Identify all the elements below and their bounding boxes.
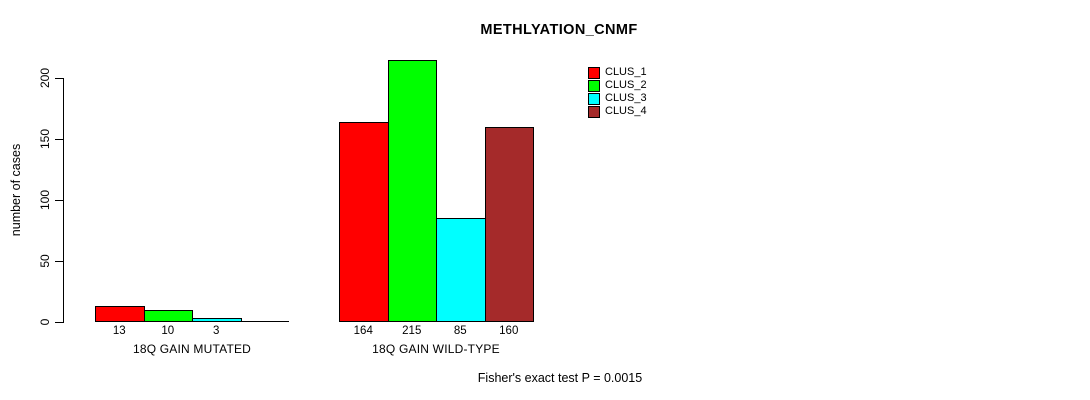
y-axis-tick (55, 260, 63, 262)
bar-clus-1-18q-gain-mutated (95, 306, 145, 322)
y-axis-tick (55, 321, 63, 323)
bar-clus-4-18q-gain-mutated (240, 321, 289, 322)
bar-clus-3-18q-gain-wild-type (436, 218, 486, 322)
bar-clus-1-18q-gain-wild-type (339, 122, 389, 322)
bar-value-label: 164 (353, 325, 373, 337)
bar-value-label: 3 (213, 325, 220, 337)
bar-clus-2-18q-gain-wild-type (387, 60, 437, 322)
legend-swatch-clus-2 (588, 79, 600, 92)
legend-swatch-clus-3 (588, 92, 600, 105)
bar-value-label: 215 (402, 325, 422, 337)
legend-item-clus-2: CLUS_2 (588, 79, 647, 92)
y-axis-tick-label: 100 (38, 189, 52, 211)
y-axis-tick-label: 200 (38, 67, 52, 89)
legend-label: CLUS_1 (605, 66, 647, 78)
y-axis-tick-label: 150 (38, 128, 52, 150)
legend-swatch-clus-4 (588, 105, 600, 118)
group-label-18q-gain-wild-type: 18Q GAIN WILD-TYPE (372, 342, 500, 356)
legend-swatch-clus-1 (588, 66, 600, 79)
group-label-18q-gain-mutated: 18Q GAIN MUTATED (132, 342, 252, 356)
bar-clus-3-18q-gain-mutated (192, 318, 242, 322)
y-axis-tick (55, 77, 63, 79)
legend-item-clus-1: CLUS_1 (588, 66, 647, 79)
legend-item-clus-4: CLUS_4 (588, 105, 647, 118)
legend-item-clus-3: CLUS_3 (588, 92, 647, 105)
chart-title: METHLYATION_CNMF (480, 22, 638, 38)
legend: CLUS_1 CLUS_2 CLUS_3 CLUS_4 (588, 66, 647, 118)
y-axis-tick-label: 0 (38, 318, 52, 326)
y-axis-tick (55, 199, 63, 201)
y-axis-label: number of cases (9, 143, 23, 237)
bar-clus-2-18q-gain-mutated (143, 310, 193, 322)
legend-label: CLUS_2 (605, 79, 647, 91)
y-axis-tick (55, 138, 63, 140)
bar-value-label: 160 (499, 325, 519, 337)
bar-clus-4-18q-gain-wild-type (484, 127, 534, 322)
legend-label: CLUS_3 (605, 92, 647, 104)
y-axis-tick-label: 50 (38, 254, 52, 268)
bar-value-label: 10 (161, 325, 175, 337)
y-axis-line (63, 78, 64, 323)
annotation-text: Fisher's exact test P = 0.0015 (477, 371, 643, 385)
bar-value-label: 13 (112, 325, 126, 337)
legend-label: CLUS_4 (605, 105, 647, 117)
bar-value-label: 85 (453, 325, 467, 337)
